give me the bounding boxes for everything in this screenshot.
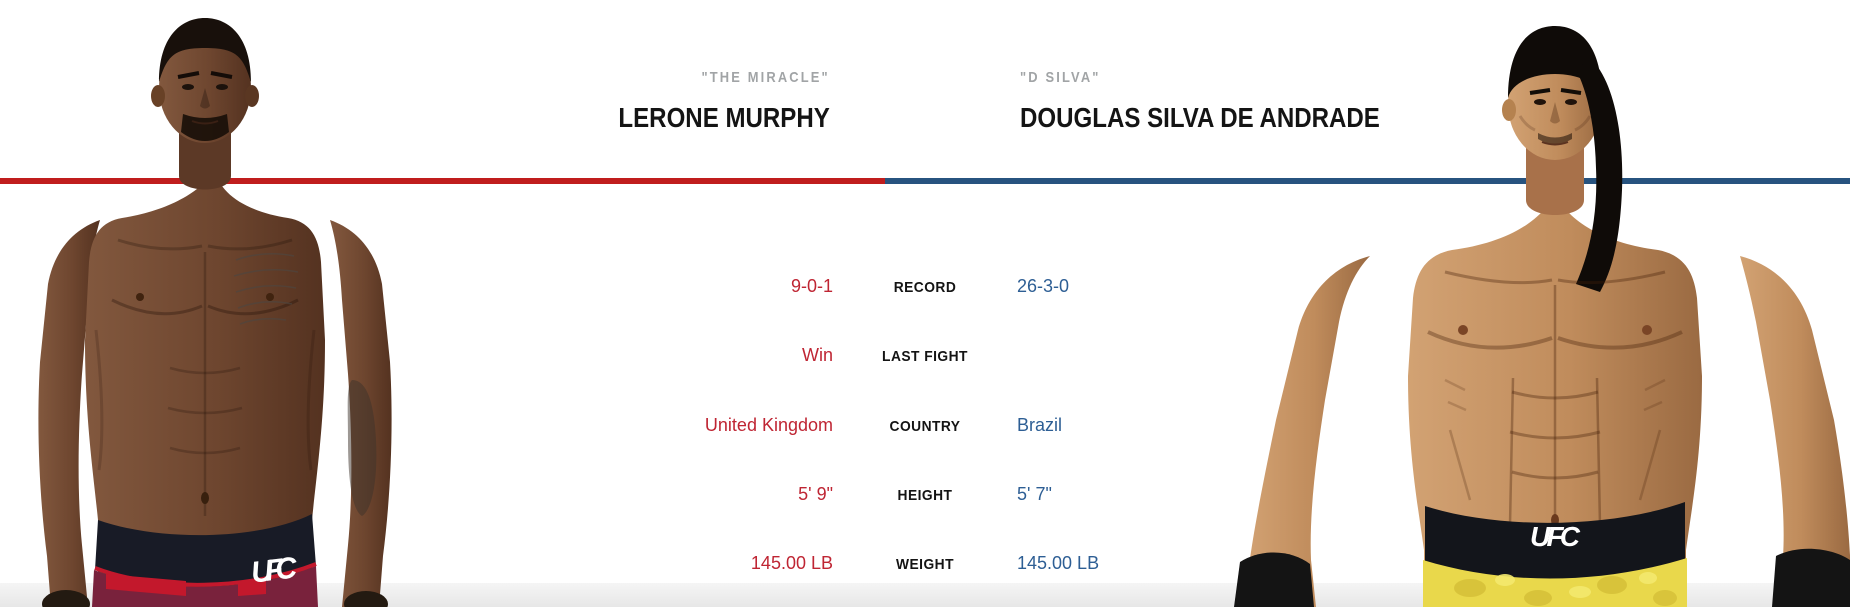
right-fighter-gloves <box>1234 548 1850 607</box>
ufc-logo-right-shorts: UFC <box>1530 521 1581 552</box>
stat-row-last-fight: Win LAST FIGHT <box>0 345 1850 366</box>
left-fighter-torso <box>85 168 325 607</box>
right-fighter-shorts: UFC <box>1423 502 1687 607</box>
long-hair-tail <box>1576 58 1623 292</box>
right-fighter-torso <box>1408 192 1702 607</box>
right-fighter-name[interactable]: DOUGLAS SILVA DE ANDRADE <box>1020 102 1380 133</box>
left-fighter-photo: UFC <box>38 18 392 607</box>
left-country-value: United Kingdom <box>704 414 833 435</box>
stat-row-weight: 145.00 LB WEIGHT 145.00 LB <box>0 553 1850 574</box>
red-divider-line <box>0 178 885 184</box>
left-record-value: 9-0-1 <box>790 276 833 296</box>
left-fighter-head <box>151 18 259 143</box>
right-height-value: 5' 7" <box>1017 483 1052 504</box>
record-label: RECORD <box>893 279 957 296</box>
stat-row-country: United Kingdom COUNTRY Brazil <box>0 415 1850 436</box>
left-fighter-gloves <box>42 590 388 607</box>
stat-row-record: 9-0-1 RECORD 26-3-0 <box>0 276 1850 297</box>
blue-divider-line <box>885 178 1850 184</box>
stat-row-height: 5' 9" HEIGHT 5' 7" <box>0 484 1850 505</box>
tale-of-the-tape: 9-0-1 RECORD 26-3-0 Win LAST FIGHT Unite… <box>0 276 1850 607</box>
chest-script-tattoo <box>233 252 299 325</box>
ufc-logo-left-shorts: UFC <box>249 551 300 590</box>
left-height-value: 5' 9" <box>798 483 833 504</box>
left-fighter-nickname: "THE MIRACLE" <box>701 69 830 86</box>
left-fighter-shorts: UFC <box>92 514 318 607</box>
right-fighter-intro: "D SILVA" DOUGLAS SILVA DE ANDRADE <box>1020 70 1438 132</box>
right-country-value: Brazil <box>1017 414 1063 435</box>
height-label: HEIGHT <box>897 486 953 504</box>
left-fighter-intro: "THE MIRACLE" LERONE MURPHY <box>584 70 830 132</box>
right-fighter-nickname: "D SILVA" <box>1020 69 1101 86</box>
last-fight-label: LAST FIGHT <box>882 348 968 366</box>
right-weight-value: 145.00 LB <box>1017 553 1100 574</box>
right-fighter-head <box>1502 26 1623 292</box>
forearm-tattoo <box>347 380 377 516</box>
right-fighter-neck <box>1526 140 1584 215</box>
left-weight-value: 145.00 LB <box>750 553 833 574</box>
left-fighter-muscle-detail <box>94 238 316 516</box>
country-label: COUNTRY <box>889 417 961 435</box>
left-fighter-name[interactable]: LERONE MURPHY <box>618 102 830 133</box>
right-fighter-photo: UFC <box>1234 26 1850 607</box>
right-fighter-arms <box>1245 256 1850 607</box>
right-record-value: 26-3-0 <box>1017 276 1070 296</box>
left-last-fight-value: Win <box>802 345 833 366</box>
right-fighter-muscle-detail <box>1427 270 1683 540</box>
weight-label: WEIGHT <box>896 556 954 574</box>
